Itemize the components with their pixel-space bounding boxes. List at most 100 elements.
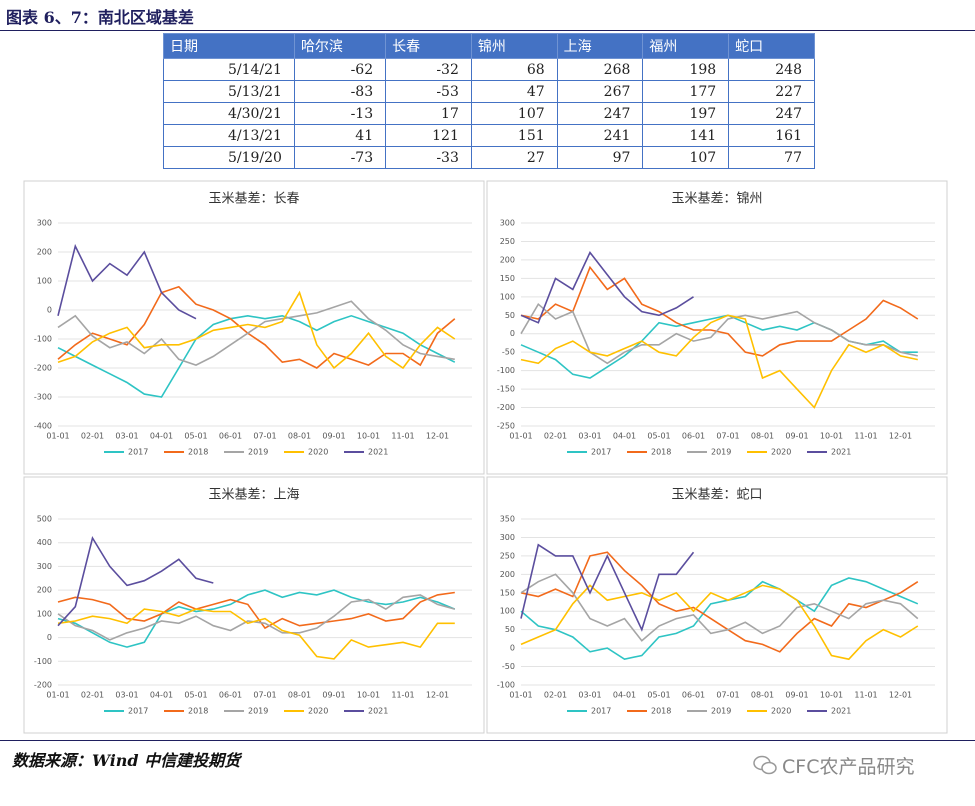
x-tick-label: 09-01: [322, 432, 345, 441]
y-tick-label: 200: [500, 255, 515, 264]
cell: -13: [293, 102, 387, 125]
series-line: [57, 285, 456, 369]
x-tick-label: 07-01: [253, 691, 276, 700]
x-tick-label: 02-01: [544, 691, 567, 700]
x-tick-label: 10-01: [357, 432, 380, 441]
legend-label: 2018: [651, 448, 671, 457]
cell: 248: [728, 58, 815, 81]
x-tick-label: 08-01: [288, 691, 311, 700]
legend-label: 2021: [831, 707, 851, 716]
cell: 107: [642, 146, 730, 169]
table-row: 5/19/20 -73 -33 27 97 107 77: [163, 146, 815, 169]
legend-label: 2018: [188, 448, 208, 457]
legend-label: 2018: [188, 707, 208, 716]
y-tick-label: 150: [500, 588, 515, 597]
y-tick-label: -250: [497, 422, 515, 431]
series-line: [57, 314, 456, 398]
series-line: [520, 551, 919, 653]
series-line: [57, 535, 214, 627]
cell: 77: [728, 146, 815, 169]
cell: 247: [728, 102, 815, 125]
cell: 177: [642, 80, 730, 103]
column-header: 哈尔滨: [293, 33, 387, 59]
x-tick-label: 05-01: [647, 691, 670, 700]
y-tick-label: -300: [34, 393, 52, 402]
series-line: [57, 589, 456, 648]
x-tick-label: 03-01: [578, 691, 601, 700]
y-tick-label: -100: [34, 657, 52, 666]
y-tick-label: -50: [502, 662, 515, 671]
basis-table: 日期 哈尔滨 长春 锦州 上海 福州 蛇口 5/14/21 -62 -32 68 268 198 248 5…: [163, 33, 815, 169]
x-tick-label: 03-01: [115, 432, 138, 441]
series-line: [57, 594, 456, 641]
cell: -53: [385, 80, 472, 103]
legend-label: 2021: [831, 448, 851, 457]
cell: 161: [728, 124, 815, 147]
x-tick-label: 01-01: [509, 691, 532, 700]
legend-label: 2020: [308, 707, 328, 716]
legend-label: 2019: [711, 448, 731, 457]
x-tick-label: 02-01: [81, 691, 104, 700]
chart-title: 玉米基差：上海: [208, 488, 299, 503]
x-tick-label: 03-01: [578, 432, 601, 441]
x-tick-label: 03-01: [115, 691, 138, 700]
legend-label: 2017: [128, 707, 148, 716]
x-tick-label: 04-01: [150, 432, 173, 441]
legend-label: 2020: [771, 448, 791, 457]
figure-title: 图表 6、7：南北区域基差: [6, 8, 194, 27]
series-line: [57, 591, 455, 630]
cell: -32: [385, 58, 472, 81]
x-tick-label: 06-01: [219, 691, 242, 700]
column-header: 锦州: [470, 33, 558, 59]
header-row: 日期 哈尔滨 长春 锦州 上海 福州 蛇口: [163, 33, 815, 59]
source: 数据来源：Wind 中信建投期货: [12, 751, 241, 770]
y-tick-label: 100: [37, 609, 52, 618]
cell: 268: [556, 58, 644, 81]
x-tick-label: 08-01: [288, 432, 311, 441]
series-line: [57, 243, 197, 320]
y-tick-label: -200: [497, 403, 515, 412]
y-tick-label: 0: [510, 644, 515, 653]
x-tick-label: 01-01: [509, 432, 532, 441]
x-tick-label: 12-01: [889, 691, 912, 700]
cell: 5/19/20: [163, 146, 295, 169]
x-tick-label: 12-01: [889, 432, 912, 441]
x-tick-label: 05-01: [647, 432, 670, 441]
x-tick-label: 11-01: [854, 432, 877, 441]
x-tick-label: 01-01: [46, 432, 69, 441]
x-tick-label: 10-01: [820, 432, 843, 441]
x-tick-label: 08-01: [751, 432, 774, 441]
y-tick-label: 500: [37, 515, 52, 524]
chart-title: 玉米基差：长春: [208, 192, 299, 207]
y-tick-label: -50: [502, 348, 515, 357]
x-tick-label: 09-01: [785, 691, 808, 700]
series-line: [520, 302, 918, 365]
y-tick-label: 200: [37, 248, 52, 257]
x-tick-label: 02-01: [81, 432, 104, 441]
watermark: CFC农产品研究: [782, 756, 915, 778]
x-tick-label: 09-01: [322, 691, 345, 700]
y-tick-label: 200: [37, 586, 52, 595]
x-tick-label: 05-01: [184, 691, 207, 700]
y-tick-label: -400: [34, 422, 52, 431]
x-tick-label: 10-01: [357, 691, 380, 700]
rule: [0, 30, 975, 31]
legend-label: 2020: [771, 707, 791, 716]
cell: 97: [556, 146, 644, 169]
y-tick-label: -100: [497, 366, 515, 375]
x-tick-label: 04-01: [613, 432, 636, 441]
y-tick-label: 250: [500, 551, 515, 560]
x-tick-label: 07-01: [716, 691, 739, 700]
y-tick-label: -100: [497, 681, 515, 690]
legend-label: 2017: [591, 448, 611, 457]
legend-label: 2019: [248, 448, 268, 457]
y-tick-label: 0: [510, 329, 515, 338]
y-tick-label: 100: [500, 607, 515, 616]
y-tick-label: 50: [505, 311, 515, 320]
x-tick-label: 11-01: [391, 691, 414, 700]
x-tick-label: 06-01: [682, 691, 705, 700]
series-line: [57, 290, 456, 370]
x-tick-label: 09-01: [785, 432, 808, 441]
cell: 27: [470, 146, 558, 169]
